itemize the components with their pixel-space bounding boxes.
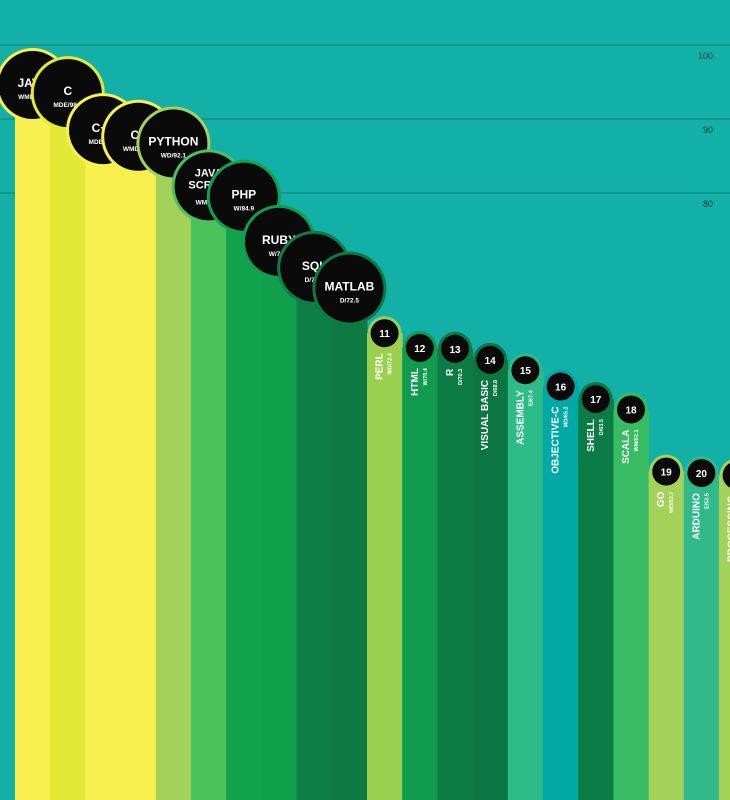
bar <box>613 409 650 800</box>
y-tick-label: 80 <box>703 199 713 209</box>
bar <box>648 471 685 800</box>
bar <box>15 85 51 800</box>
bar-name: PHP <box>231 188 256 202</box>
bar-name: SCALA <box>621 429 632 463</box>
bar-cap <box>722 462 730 488</box>
bar-rank: 15 <box>520 366 532 377</box>
y-tick-label: 100 <box>698 51 713 61</box>
bar-code: D/68.8 <box>493 380 499 396</box>
bar-cap <box>617 395 645 424</box>
bar <box>331 288 368 800</box>
bar-code: WD/53.7 <box>669 492 675 513</box>
bar <box>543 386 579 800</box>
bar-name: R <box>445 368 456 376</box>
bar-cap <box>476 345 505 374</box>
bar <box>437 348 474 800</box>
bar-rank: 11 <box>379 329 390 340</box>
bar-rank: 20 <box>696 469 708 480</box>
bar-code: WD/92.1 <box>161 152 187 159</box>
bar-name: PERL <box>375 353 386 380</box>
bar-name: ARDUINO <box>691 493 702 540</box>
bar-rank: 18 <box>625 405 637 416</box>
bar-name: GO <box>656 491 667 507</box>
bar <box>85 130 122 800</box>
bar-rank: 12 <box>414 344 426 355</box>
bar-cap <box>581 385 610 414</box>
bar-cap <box>687 459 716 488</box>
bar-code: WM/62.1 <box>634 429 640 451</box>
bar <box>155 143 192 800</box>
bar <box>507 370 544 800</box>
bar-cap <box>652 457 681 486</box>
bar-name: OBJECTIVE-C <box>551 407 562 474</box>
y-tick-label: 90 <box>703 125 713 135</box>
bar-name: PROCESSING <box>727 495 730 562</box>
bar-code: E/67.4 <box>528 389 534 406</box>
bar-code: W/84.9 <box>234 206 255 213</box>
bar-code: W/78.8 <box>269 251 290 258</box>
bar-rank: 16 <box>555 383 567 394</box>
bar-code: MD/65.2 <box>564 407 570 428</box>
bar-cap <box>315 254 384 323</box>
bar-rank: 17 <box>590 395 602 406</box>
bar <box>719 475 730 800</box>
bar-rank: 13 <box>449 345 461 356</box>
bar-name: HTML <box>410 368 421 396</box>
bar <box>261 241 298 800</box>
bar <box>296 267 333 800</box>
bar <box>402 348 438 800</box>
bar-name: SHELL <box>586 419 597 452</box>
bar-cap <box>405 334 434 363</box>
bar-name: ASSEMBLY <box>515 390 526 445</box>
bar <box>50 93 86 800</box>
bar <box>472 359 509 800</box>
bar-code: E/53.5 <box>704 493 710 509</box>
bar-code: MDE/98.9 <box>53 102 82 109</box>
bar-rank: 19 <box>661 468 673 479</box>
bar-code: D/70.3 <box>458 369 464 385</box>
bar-cap <box>511 356 540 385</box>
bar <box>683 473 720 800</box>
bar <box>226 196 262 800</box>
bar-code: D/63.5 <box>599 419 605 435</box>
bar-cap <box>370 319 399 348</box>
bar <box>367 333 403 800</box>
bar-code: WD/72.4 <box>388 352 394 374</box>
bar-cap <box>441 334 469 363</box>
bar <box>578 399 614 800</box>
bar <box>120 136 157 800</box>
bar <box>191 186 227 800</box>
bar-code: W/70.4 <box>423 367 429 385</box>
bar-name: PYTHON <box>148 134 198 148</box>
bars <box>15 85 730 800</box>
y-tick-labels: 100 90 80 <box>698 51 713 209</box>
bar-name: MATLAB <box>325 280 375 294</box>
bar-cap <box>546 372 575 401</box>
bar-labels: JAVAWMD/100CMDE/98.9C++MDE/93.9C#WMD/93.… <box>0 48 730 562</box>
bar-code: D/72.5 <box>340 298 360 305</box>
bar-name: C <box>63 84 72 98</box>
bar-name: VISUAL BASIC <box>480 380 491 450</box>
bar-rank: 14 <box>485 356 497 367</box>
